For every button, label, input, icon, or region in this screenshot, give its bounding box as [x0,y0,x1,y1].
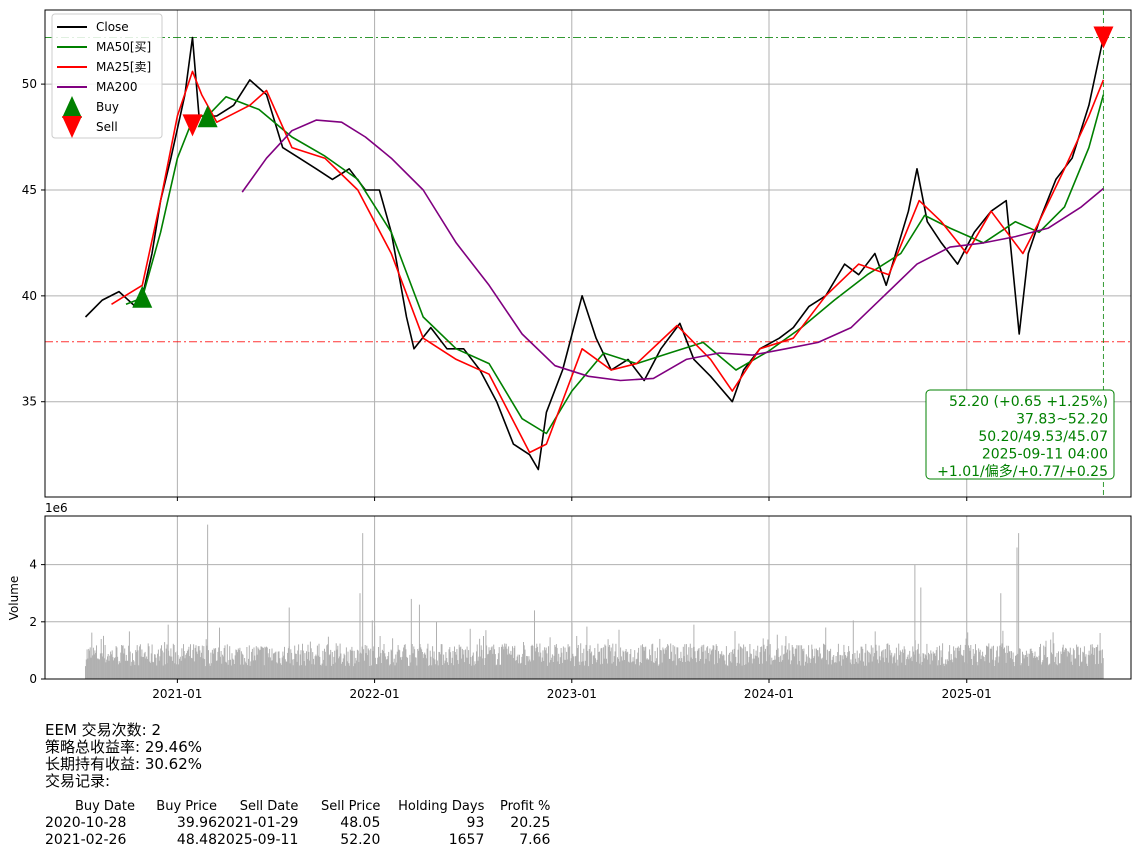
y-tick-label: 0 [29,672,37,686]
series-line-ma25 [111,70,1105,454]
col-buy-price: Buy Price [156,799,217,814]
buy-marker [197,105,218,128]
summary: EEM 交易次数: 2 策略总收益率: 29.46% 长期持有收益: 30.62… [45,722,202,790]
sell-marker [1093,26,1114,49]
cell-buy-price: 39.96 [176,815,217,831]
x-tick-label: 2025-01 [942,687,992,701]
trade-records-heading: 交易记录: [45,772,111,790]
col-sell-date: Sell Date [239,799,299,814]
main-axis-ticks: 35 40 45 50 [22,77,968,501]
series-line-ma200 [241,119,1104,382]
cell-holding-days: 1657 [448,832,485,848]
cell-buy-date: 2020-10-28 [45,815,127,831]
y-tick-label: 4 [29,558,37,572]
info-line: +1.01/偏多/+0.77/+0.25 [937,463,1108,480]
table-header-row: Buy Date Buy Price Sell Date Sell Price … [45,798,550,815]
cell-buy-price: 48.48 [176,832,217,848]
x-tick-label: 2022-01 [350,687,400,701]
cell-profit: 7.66 [519,832,551,848]
x-tick-label: 2021-01 [152,687,202,701]
legend: Close MA50[买] MA25[卖] MA200 Buy Sell [51,13,163,139]
y-tick-label: 40 [22,289,37,303]
volume-axis-label: Volume [7,576,21,621]
legend-sell-swatch [62,116,82,138]
buy-hold-return: 长期持有收益: 30.62% [45,755,203,773]
volume-bars-layer [85,524,1104,679]
x-tick-label: 2023-01 [547,687,597,701]
legend-frame [51,13,163,139]
legend-label: MA25[卖] [96,60,151,74]
legend-label: Close [96,20,129,34]
y-tick-label: 50 [22,77,37,91]
buy-marker [132,285,153,308]
trade-markers-layer [132,26,1114,308]
y-tick-label: 2 [29,615,37,629]
trade-table: Buy Date Buy Price Sell Date Sell Price … [45,798,550,849]
x-tick-label: 2024-01 [744,687,794,701]
volume-scale-label: 1e6 [45,501,68,515]
col-sell-price: Sell Price [321,799,381,814]
series-line-ma50 [125,94,1105,435]
legend-buy-swatch [62,96,82,118]
cell-sell-date: 2021-01-29 [217,815,299,831]
info-line: 37.83~52.20 [1016,412,1108,428]
legend-label: MA200 [96,80,137,94]
cell-buy-date: 2021-02-26 [45,832,127,848]
cell-sell-price: 48.05 [340,815,381,831]
table-row: 2020-10-28 39.96 2021-01-29 48.05 93 20.… [45,815,550,832]
col-buy-date: Buy Date [74,799,135,814]
legend-label: Buy [96,100,119,114]
cell-sell-price: 52.20 [340,832,381,848]
y-tick-label: 35 [22,395,37,409]
legend-label: Sell [96,120,118,134]
strategy-return: 策略总收益率: 29.46% [45,738,203,756]
y-tick-label: 45 [22,183,37,197]
trade-count: EEM 交易次数: 2 [45,721,162,739]
cell-sell-date: 2025-09-11 [217,832,299,848]
info-line: 50.20/49.53/45.07 [978,429,1108,445]
info-line: 2025-09-11 04:00 [982,447,1108,463]
info-line: 52.20 (+0.65 +1.25%) [949,394,1108,410]
col-profit: Profit % [499,799,551,814]
volume-axis-ticks: 0 2 4 2021-01 2022-01 2023-01 2024-01 2025-01 [29,558,991,701]
cell-profit: 20.25 [510,815,551,831]
legend-label: MA50[买] [96,40,151,54]
table-row: 2021-02-26 48.48 2025-09-11 52.20 1657 7… [45,832,550,849]
cell-holding-days: 93 [466,815,485,831]
col-holding-days: Holding Days [398,799,485,814]
sell-marker [182,114,203,137]
main-plot-frame [44,9,1132,498]
info-box-frame [925,389,1115,480]
volume-plot-frame [44,515,1132,680]
info-box: 52.20 (+0.65 +1.25%) 37.83~52.2050.20/49.… [925,389,1115,480]
price-series-layer [84,36,1105,471]
